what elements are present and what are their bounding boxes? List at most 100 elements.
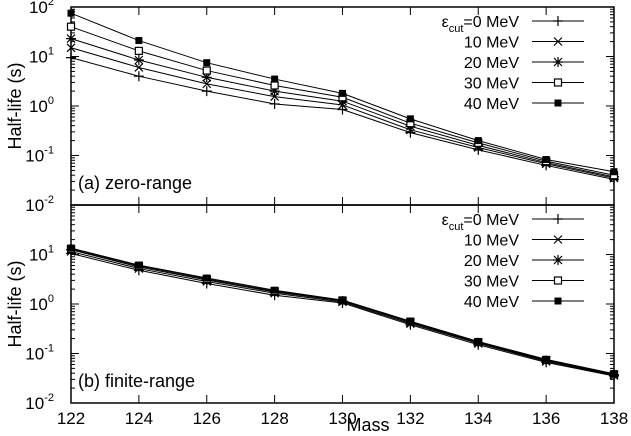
legend-series-name: 30 MeV — [464, 274, 519, 291]
legend-marker-open-square — [553, 276, 563, 285]
legend-item: 10 MeV — [464, 233, 584, 250]
legend-label: 40 MeV — [464, 294, 519, 311]
data-point-filled-square — [67, 9, 75, 17]
legend-marker-plus — [553, 16, 563, 26]
legend-series-name: 40 MeV — [464, 96, 519, 113]
y-tick-label: 10-2 — [25, 392, 54, 413]
data-point-filled-square — [67, 244, 75, 252]
legend-series-name: 20 MeV — [464, 253, 519, 270]
y-tick-base: 10 — [29, 0, 48, 17]
x-tick-label: 136 — [532, 409, 560, 428]
data-point-plus — [66, 52, 76, 63]
legend-label: 30 MeV — [464, 274, 519, 291]
data-point-filled-square — [271, 286, 279, 294]
legend-item: 30 MeV — [464, 274, 584, 291]
legend-series-name: 20 MeV — [464, 55, 519, 72]
legend-marker-star — [553, 255, 563, 265]
legend-item: 30 MeV — [464, 76, 584, 93]
y-tick-exponent: -1 — [44, 343, 54, 355]
legend-marker-cross — [553, 37, 563, 46]
legend-label: εcut=0 MeV — [442, 212, 520, 233]
data-point-filled-square — [339, 296, 346, 304]
legend-label: 10 MeV — [464, 35, 519, 52]
data-point-cross — [66, 43, 76, 53]
data-point-filled-square — [339, 89, 346, 97]
legend-item: 40 MeV — [464, 96, 584, 113]
data-point-plus — [133, 71, 144, 82]
legend-item: 40 MeV — [464, 294, 584, 311]
data-point-open-square — [134, 46, 143, 55]
x-tick-label: 126 — [193, 409, 221, 428]
data-point-filled-square — [203, 59, 211, 67]
series-filled-square — [67, 9, 618, 176]
data-point-plus — [201, 86, 212, 97]
legend-item: εcut=0 MeV — [442, 14, 584, 35]
data-point-star — [201, 72, 212, 83]
legend-item: εcut=0 MeV — [442, 212, 584, 233]
legend-series-name: 0 MeV — [473, 14, 520, 31]
y-tick-exponent: 1 — [48, 46, 54, 58]
data-point-filled-square — [135, 261, 143, 269]
data-point-star — [66, 33, 76, 44]
data-point-open-square — [202, 66, 211, 75]
y-tick-base: 10 — [25, 394, 44, 413]
x-tick-label: 138 — [600, 409, 628, 428]
legend-item: 20 MeV — [464, 55, 584, 72]
x-tick-label: 134 — [464, 409, 492, 428]
data-point-filled-square — [610, 168, 618, 176]
legend-item: 10 MeV — [464, 35, 584, 52]
data-point-cross — [134, 63, 144, 72]
y-tick-exponent: 0 — [48, 95, 54, 107]
y-tick-exponent: -1 — [44, 145, 54, 157]
legend-equals: = — [463, 14, 472, 31]
y-tick-label: 10-1 — [25, 145, 54, 166]
legend-label: 30 MeV — [464, 76, 519, 93]
x-tick-label: 122 — [57, 409, 85, 428]
legend-marker-filled-square — [554, 297, 562, 305]
legend-series-name: 10 MeV — [464, 233, 519, 250]
y-tick-label: 10-2 — [25, 194, 54, 215]
legend-epsilon: ε — [442, 14, 449, 31]
legend-marker-cross — [553, 235, 563, 244]
y-tick-base: 10 — [29, 295, 48, 314]
data-point-filled-square — [406, 317, 414, 325]
y-tick-exponent: 2 — [48, 0, 54, 8]
y-tick-label: 10-1 — [25, 343, 54, 364]
series-line — [70, 247, 615, 375]
y-tick-base: 10 — [25, 147, 44, 166]
legend-label: 40 MeV — [464, 96, 519, 113]
legend-marker-filled-square — [554, 99, 562, 107]
y-tick-label: 100 — [29, 293, 54, 314]
data-point-filled-square — [474, 137, 482, 145]
data-point-filled-square — [135, 37, 143, 45]
x-tick-label: 132 — [396, 409, 424, 428]
y-tick-base: 10 — [25, 345, 44, 364]
legend-series-name: 10 MeV — [464, 35, 519, 52]
legend-subscript: cut — [449, 221, 464, 233]
series-open-square — [66, 22, 619, 180]
y-tick-base: 10 — [29, 246, 48, 265]
y-tick-exponent: -2 — [44, 392, 54, 404]
y-tick-exponent: 0 — [48, 293, 54, 305]
data-point-filled-square — [610, 370, 618, 378]
legend-label: 20 MeV — [464, 55, 519, 72]
legend-item: 20 MeV — [464, 253, 584, 270]
y-tick-exponent: 1 — [48, 244, 54, 256]
legend-equals: = — [463, 212, 472, 229]
y-tick-base: 10 — [25, 196, 44, 215]
y-tick-base: 10 — [29, 48, 48, 67]
y-axis-title: Half-life (s) — [5, 62, 25, 149]
y-tick-label: 102 — [29, 0, 54, 17]
x-axis-title: Mass — [346, 415, 389, 435]
data-point-filled-square — [542, 156, 550, 164]
data-point-filled-square — [203, 274, 211, 282]
y-tick-exponent: -2 — [44, 194, 54, 206]
data-point-cross — [202, 79, 212, 89]
data-point-filled-square — [271, 75, 279, 83]
series-line — [70, 57, 615, 180]
legend-series-name: 40 MeV — [464, 294, 519, 311]
